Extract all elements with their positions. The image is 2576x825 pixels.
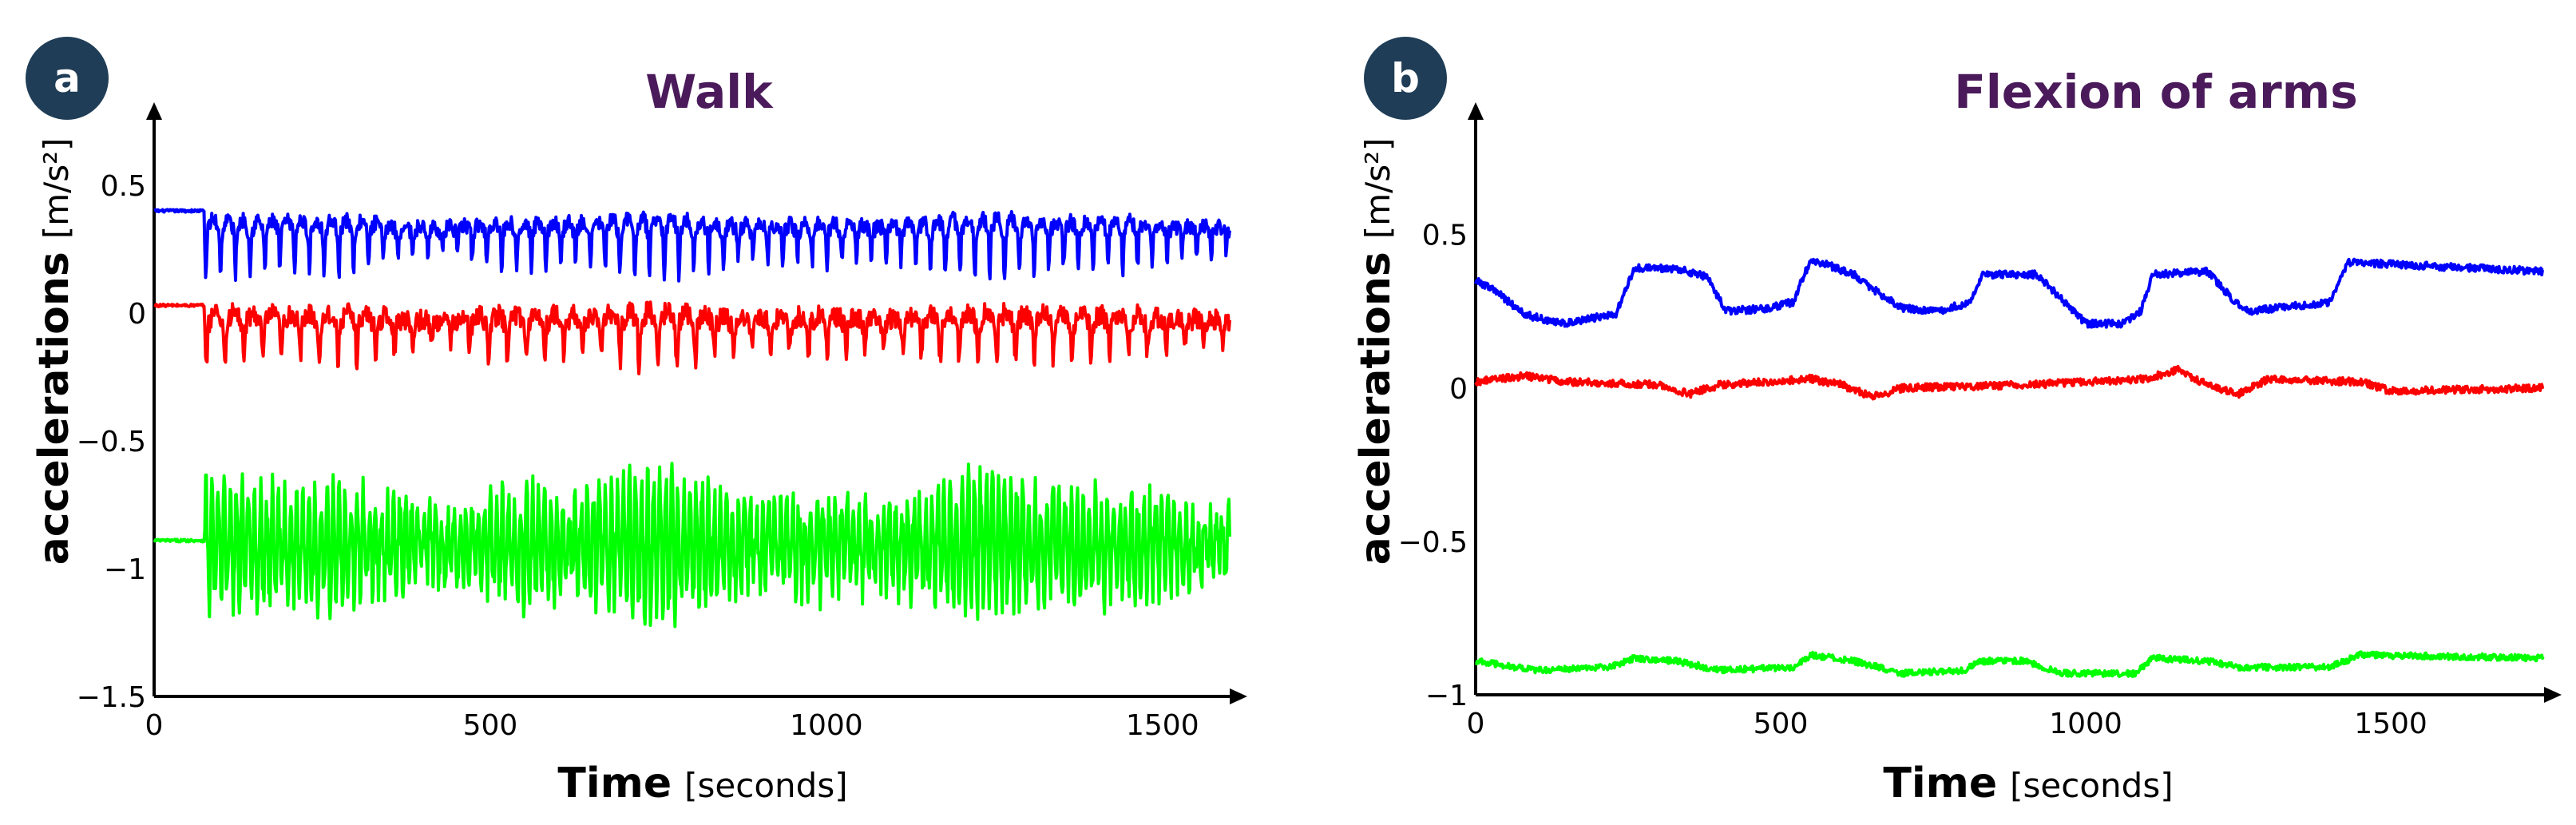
panel-a-x-axis-title: Time [seconds] bbox=[557, 760, 847, 807]
panel-b-series bbox=[1474, 257, 2545, 678]
y-tick-label: −0.5 bbox=[1398, 526, 1468, 559]
panel-b-x-arrow bbox=[2544, 687, 2562, 703]
panel-a-ylabel: accelerations bbox=[30, 252, 78, 565]
panel-b-ylabel: accelerations bbox=[1352, 252, 1400, 565]
panel-b-ticks: 0 500 1000 1500 0.5 0 −0.5 −1 bbox=[1398, 220, 2427, 740]
x-tick-label: 1000 bbox=[2049, 708, 2122, 740]
panel-a-title: Walk bbox=[645, 65, 774, 119]
y-tick-label: −1.5 bbox=[77, 681, 146, 714]
panel-a-y-axis-title: accelerations [m/s²] bbox=[30, 138, 78, 565]
panel-b-badge bbox=[1364, 37, 1447, 120]
x-tick-label: 0 bbox=[1467, 708, 1485, 740]
y-tick-label: −1 bbox=[1425, 680, 1468, 712]
series-line-x-axis bbox=[1474, 257, 2544, 329]
panel-b-axes bbox=[1468, 102, 2562, 703]
panel-b-y-arrow bbox=[1468, 102, 1484, 120]
y-tick-label: 0.5 bbox=[101, 170, 146, 203]
panel-a-ylabel-unit: [m/s²] bbox=[37, 138, 76, 240]
y-tick-label: −0.5 bbox=[77, 426, 146, 458]
panel-b-xlabel: Time bbox=[1883, 760, 1997, 807]
series-line-z-axis bbox=[153, 462, 1231, 629]
panel-a-axes bbox=[146, 102, 1247, 704]
panel-a-series bbox=[153, 208, 1231, 629]
panel-a-ticks: 0 500 1000 1500 0.5 0 −0.5 −1 −1.5 bbox=[77, 170, 1199, 742]
panel-a-y-arrow bbox=[146, 102, 162, 120]
panel-b-y-axis-title: accelerations [m/s²] bbox=[1352, 138, 1400, 565]
y-tick-label: 0.5 bbox=[1422, 220, 1468, 252]
x-tick-label: 1500 bbox=[2354, 708, 2427, 740]
panel-b-xlabel-unit: [seconds] bbox=[2010, 766, 2173, 805]
x-tick-label: 1500 bbox=[1126, 709, 1199, 742]
x-tick-label: 500 bbox=[463, 709, 518, 742]
panel-a-badge bbox=[26, 37, 109, 120]
y-tick-label: −1 bbox=[104, 553, 146, 586]
panel-b-label: b bbox=[1391, 55, 1420, 101]
series-line-y-axis bbox=[153, 300, 1231, 375]
panel-b: b Flexion of arms 0 500 1000 1500 0.5 0 −0.5 −1… bbox=[1352, 37, 2562, 807]
x-tick-label: 500 bbox=[1754, 708, 1809, 740]
y-tick-label: 0 bbox=[128, 298, 146, 331]
x-tick-label: 1000 bbox=[790, 709, 863, 742]
series-line-x-axis bbox=[153, 208, 1231, 283]
panel-a-xlabel-unit: [seconds] bbox=[684, 766, 847, 805]
panel-b-title: Flexion of arms bbox=[1954, 65, 2357, 119]
panel-b-ylabel-unit: [m/s²] bbox=[1358, 138, 1397, 240]
panel-b-x-axis-title: Time [seconds] bbox=[1883, 760, 2173, 807]
panel-a: a Walk 0 500 1000 1500 0.5 0 −0.5 −1 −1.5 Time [… bbox=[26, 37, 1247, 807]
panel-a-xlabel: Time bbox=[557, 760, 672, 807]
y-tick-label: 0 bbox=[1449, 373, 1468, 406]
panel-a-label: a bbox=[54, 55, 81, 101]
panel-a-x-arrow bbox=[1230, 688, 1247, 704]
series-line-z-axis bbox=[1475, 650, 2545, 678]
series-line-y-axis bbox=[1474, 365, 2545, 401]
x-tick-label: 0 bbox=[145, 709, 164, 742]
